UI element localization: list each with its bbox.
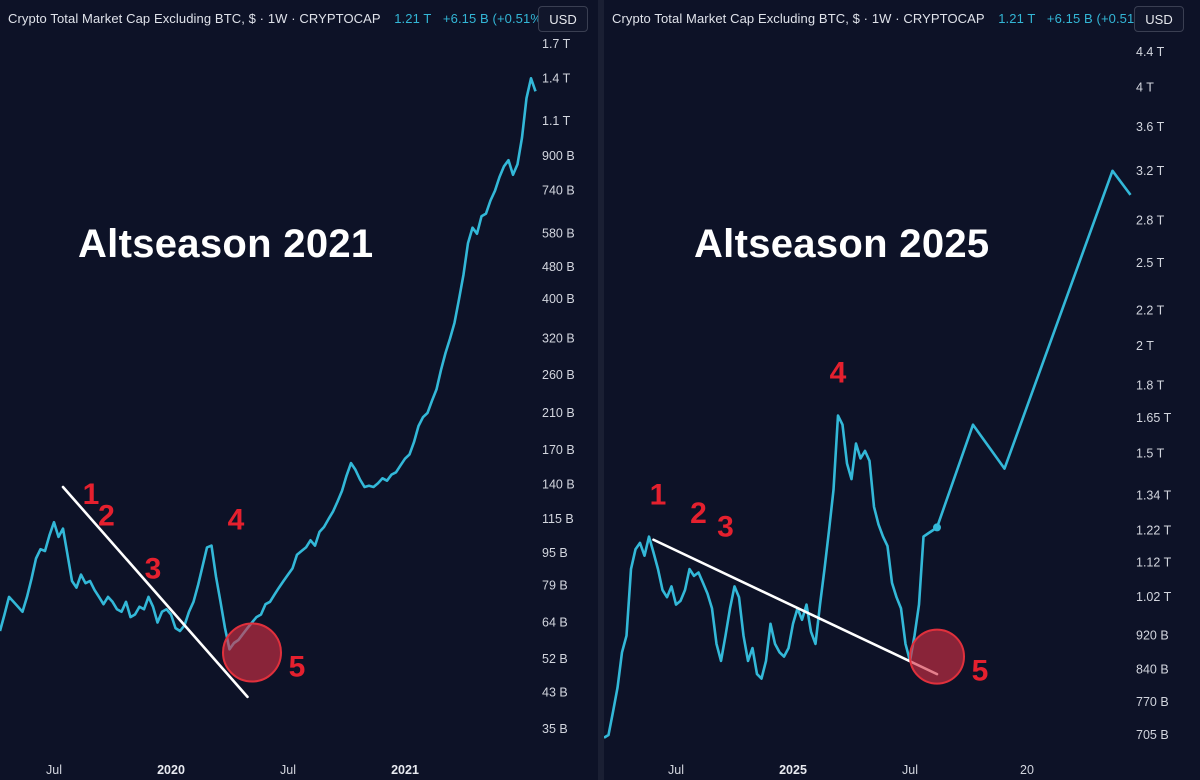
- chart-right-svg[interactable]: 4.4 T 4 T 3.6 T 3.2 T 2.8 T 2.5 T 2.2 T 2 T 1.8 …: [604, 0, 1200, 780]
- last-value: 1.21 T: [998, 11, 1036, 26]
- y-tick-label: 2.5 T: [1136, 256, 1165, 270]
- wave-5-circle: [909, 628, 965, 685]
- y-tick-label: 480 B: [542, 260, 575, 274]
- chart-header: Crypto Total Market Cap Excluding BTC, $…: [612, 11, 1150, 26]
- y-tick-label: 2.2 T: [1136, 304, 1165, 318]
- y-tick-label: 64 B: [542, 616, 568, 630]
- y-tick-label: 920 B: [1136, 629, 1169, 643]
- y-tick-label: 140 B: [542, 477, 575, 491]
- y-tick-label: 2.8 T: [1136, 214, 1165, 228]
- y-tick-label: 52 B: [542, 652, 568, 666]
- y-tick-label: 79 B: [542, 578, 568, 592]
- x-tick-label: 20: [1020, 763, 1034, 777]
- symbol-title[interactable]: Crypto Total Market Cap Excluding BTC, $…: [8, 11, 381, 26]
- y-tick-label: 35 B: [542, 722, 568, 736]
- wave-5-circle: [222, 622, 282, 683]
- panel-divider[interactable]: [598, 0, 604, 780]
- price-change: +6.15 B (+0.51%): [1046, 11, 1151, 26]
- y-tick-label: 115 B: [542, 512, 574, 526]
- wave-label-2: 2: [98, 500, 115, 533]
- y-tick-label: 95 B: [542, 546, 568, 560]
- x-tick-label: Jul: [902, 763, 918, 777]
- y-tick-label: 3.2 T: [1136, 164, 1165, 178]
- overlay-title: Altseason 2021: [78, 222, 374, 266]
- wave-label-5: 5: [289, 651, 306, 684]
- chart-left-svg[interactable]: 1.7 T 1.4 T 1.1 T 900 B 740 B 580 B 480 B 400 B…: [0, 0, 598, 780]
- wave-label-3: 3: [717, 510, 734, 543]
- y-tick-label: 1.12 T: [1136, 555, 1172, 569]
- y-tick-label: 43 B: [542, 686, 568, 700]
- x-tick-label: Jul: [668, 763, 684, 777]
- y-tick-label: 1.8 T: [1136, 378, 1165, 392]
- wave-label-5: 5: [972, 655, 989, 688]
- y-tick-label: 1.65 T: [1136, 411, 1172, 425]
- chart-header: Crypto Total Market Cap Excluding BTC, $…: [8, 11, 546, 26]
- y-tick-label: 170 B: [542, 443, 575, 457]
- y-tick-label: 210 B: [542, 406, 575, 420]
- chart-panel-right: 4.4 T 4 T 3.6 T 3.2 T 2.8 T 2.5 T 2.2 T 2 T 1.8 …: [604, 0, 1200, 780]
- y-tick-label: 1.4 T: [542, 71, 571, 85]
- trendline: [61, 485, 249, 699]
- last-point-marker: [933, 523, 941, 532]
- symbol-title[interactable]: Crypto Total Market Cap Excluding BTC, $…: [612, 11, 985, 26]
- price-change: +6.15 B (+0.51%): [442, 11, 547, 26]
- y-tick-label: 4 T: [1136, 81, 1154, 95]
- wave-label-1: 1: [83, 478, 100, 511]
- y-tick-label: 1.7 T: [542, 37, 571, 51]
- x-tick-label: Jul: [280, 763, 296, 777]
- projection-line: [935, 169, 1132, 528]
- currency-button[interactable]: USD: [538, 6, 588, 32]
- x-tick-label: 2025: [779, 763, 807, 777]
- overlay-title: Altseason 2025: [694, 222, 990, 266]
- x-tick-label: 2021: [391, 763, 419, 777]
- y-tick-label: 3.6 T: [1136, 120, 1165, 134]
- x-tick-label: Jul: [46, 763, 62, 777]
- wave-label-4: 4: [830, 356, 847, 389]
- y-tick-label: 1.34 T: [1136, 488, 1172, 502]
- price-series-line: [0, 77, 537, 651]
- price-series-line: [604, 414, 938, 739]
- y-tick-label: 320 B: [542, 332, 575, 346]
- y-tick-label: 705 B: [1136, 728, 1169, 742]
- last-value: 1.21 T: [394, 11, 432, 26]
- y-tick-label: 4.4 T: [1136, 45, 1165, 59]
- currency-button[interactable]: USD: [1134, 6, 1184, 32]
- wave-label-1: 1: [650, 478, 667, 511]
- y-tick-label: 2 T: [1136, 339, 1154, 353]
- wave-label-4: 4: [228, 503, 245, 536]
- y-tick-label: 260 B: [542, 368, 575, 382]
- wave-label-3: 3: [145, 553, 162, 586]
- y-tick-label: 1.5 T: [1136, 446, 1165, 460]
- chart-panel-left: 1.7 T 1.4 T 1.1 T 900 B 740 B 580 B 480 B 400 B…: [0, 0, 598, 780]
- y-tick-label: 770 B: [1136, 695, 1169, 709]
- y-tick-label: 1.02 T: [1136, 590, 1172, 604]
- y-tick-label: 740 B: [542, 184, 575, 198]
- x-tick-label: 2020: [157, 763, 185, 777]
- y-tick-label: 840 B: [1136, 663, 1169, 677]
- trendline: [652, 538, 939, 676]
- y-tick-label: 580 B: [542, 227, 575, 241]
- y-tick-label: 900 B: [542, 149, 575, 163]
- y-tick-label: 400 B: [542, 292, 575, 306]
- y-tick-label: 1.22 T: [1136, 523, 1172, 537]
- wave-label-2: 2: [690, 497, 707, 530]
- y-tick-label: 1.1 T: [542, 114, 571, 128]
